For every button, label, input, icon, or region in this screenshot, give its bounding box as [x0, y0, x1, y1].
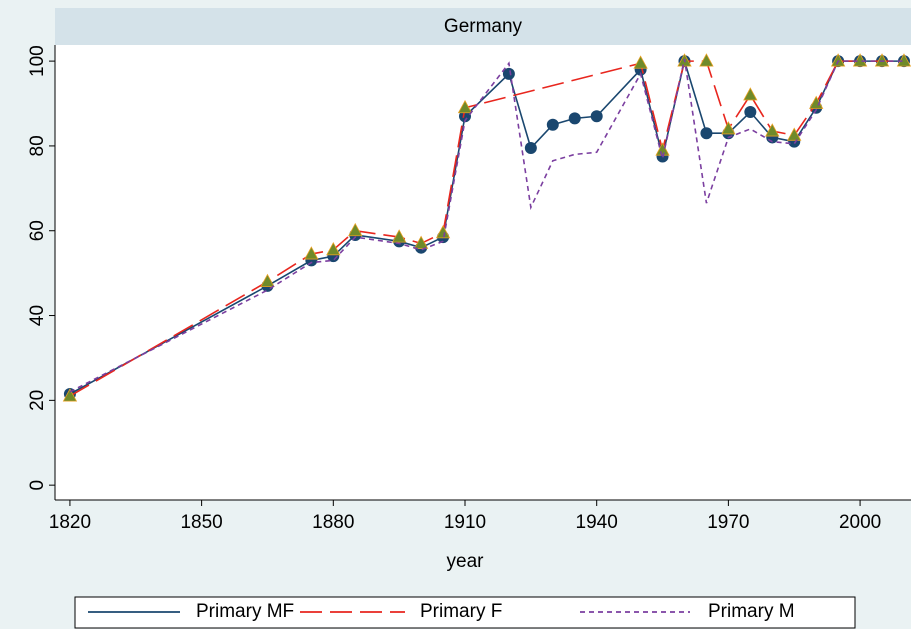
point	[743, 87, 758, 101]
x-tick-label: 2000	[839, 512, 881, 533]
point	[413, 235, 429, 249]
point	[348, 222, 363, 237]
point	[502, 67, 515, 80]
legend-label: Primary M	[708, 601, 795, 622]
x-axis-label: year	[447, 551, 485, 572]
point	[524, 142, 537, 155]
y-tick-label: 0	[27, 480, 48, 491]
chart-title: Germany	[444, 16, 523, 37]
point	[546, 118, 559, 131]
x-tick-label: 1910	[444, 512, 486, 533]
y-tick-label: 20	[27, 390, 48, 411]
title-strip	[55, 8, 911, 45]
x-tick-label: 1850	[180, 512, 222, 533]
point	[744, 105, 757, 118]
point	[721, 121, 736, 135]
x-tick-label: 1880	[312, 512, 354, 533]
y-tick-label: 60	[27, 220, 48, 241]
y-tick-label: 100	[27, 45, 48, 77]
point	[830, 53, 846, 67]
x-tick-label: 1970	[707, 512, 749, 533]
point	[852, 53, 868, 67]
point	[700, 127, 713, 140]
plot-area	[55, 45, 911, 500]
point	[590, 110, 603, 123]
point	[391, 229, 407, 243]
point	[568, 112, 581, 125]
point	[787, 127, 802, 141]
point	[699, 53, 714, 67]
legend-label: Primary MF	[196, 601, 294, 622]
point	[896, 53, 911, 67]
x-tick-label: 1940	[576, 512, 618, 533]
point	[765, 123, 780, 137]
series-line	[69, 58, 904, 393]
point	[435, 225, 451, 239]
series-line	[69, 60, 904, 397]
y-tick-label: 40	[27, 305, 48, 326]
point	[457, 99, 473, 114]
point	[304, 246, 319, 260]
x-tick-label: 1820	[49, 512, 91, 533]
point	[633, 55, 648, 69]
point	[326, 241, 341, 256]
legend-label: Primary F	[420, 601, 502, 622]
y-tick-label: 80	[27, 135, 48, 156]
point	[62, 388, 78, 402]
point	[459, 110, 472, 123]
point	[260, 273, 275, 288]
point	[874, 53, 890, 67]
legend	[74, 596, 856, 629]
